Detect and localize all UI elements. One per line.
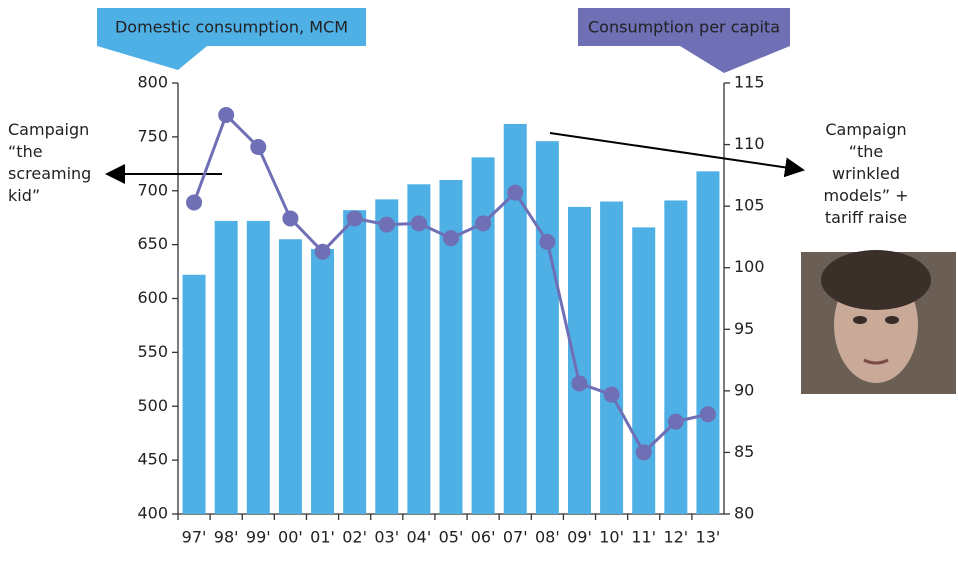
y-tick-label: 750	[137, 126, 168, 145]
x-tick-label: 13'	[696, 528, 721, 547]
line-marker	[443, 230, 459, 247]
annotation-line: kid”	[8, 186, 40, 205]
line-marker	[346, 210, 363, 227]
y-tick-label: 450	[137, 450, 168, 469]
legend-box	[578, 8, 790, 46]
line-marker	[218, 107, 235, 124]
annotation-line: Campaign	[825, 120, 906, 139]
x-tick-label: 06'	[471, 528, 496, 547]
line-marker	[507, 184, 524, 201]
x-tick-label: 10'	[599, 528, 624, 547]
bar	[214, 220, 238, 515]
x-tick-label: 01'	[310, 528, 335, 547]
x-tick-label: 04'	[406, 528, 431, 547]
legend-label: Consumption per capita	[588, 18, 780, 37]
x-tick-label: 98'	[214, 528, 239, 547]
line-marker	[250, 139, 267, 156]
x-tick-label: 12'	[663, 528, 688, 547]
y-tick-label: 700	[137, 180, 168, 199]
bar	[278, 239, 302, 515]
line-marker	[282, 210, 299, 227]
line-marker	[475, 215, 492, 232]
x-tick-label: 99'	[246, 528, 271, 547]
x-tick-label: 08'	[535, 528, 560, 547]
y2-tick-label: 100	[734, 257, 765, 276]
y-tick-label: 650	[137, 234, 168, 253]
y2-tick-label: 90	[734, 380, 754, 399]
bar	[375, 199, 399, 514]
annotation-line: screaming	[8, 164, 91, 183]
line-marker	[699, 406, 716, 423]
y-tick-label: 800	[137, 73, 168, 92]
x-tick-label: 09'	[567, 528, 592, 547]
y-tick-label: 550	[137, 342, 168, 361]
bar	[343, 210, 367, 514]
annotation-arrow	[549, 132, 805, 178]
x-tick-label: 00'	[278, 528, 303, 547]
bar	[246, 220, 270, 515]
line-marker	[314, 243, 331, 260]
annotation: Campaign “the wrinkled models” + tariff rais…	[824, 120, 909, 227]
photo	[801, 250, 956, 394]
annotation-line: tariff raise	[825, 208, 907, 227]
annotation-line: Campaign	[8, 120, 89, 139]
y2-tick-label: 80	[734, 504, 754, 523]
line-marker	[378, 216, 395, 233]
bar	[439, 179, 463, 514]
y-tick-label: 600	[137, 288, 168, 307]
y2-tick-label: 115	[734, 73, 765, 92]
bar	[632, 227, 656, 514]
annotation-line: “the	[849, 142, 884, 161]
line-marker	[571, 375, 588, 392]
bar	[407, 184, 431, 514]
line-marker	[410, 215, 427, 232]
x-tick-label: 05'	[439, 528, 464, 547]
x-tick-label: 11'	[631, 528, 656, 547]
legend-label: Domestic consumption, MCM	[115, 18, 348, 37]
line-marker	[186, 194, 203, 211]
bar	[503, 123, 527, 514]
annotation-line: wrinkled	[832, 164, 900, 183]
annotation-line: models” +	[824, 186, 909, 205]
bar	[567, 206, 591, 514]
y-tick-label: 400	[137, 504, 168, 523]
legend-box	[97, 8, 366, 46]
x-tick-label: 03'	[374, 528, 399, 547]
bar	[182, 274, 206, 514]
line-marker	[635, 444, 652, 461]
y2-tick-label: 110	[734, 134, 765, 153]
legend-pointer	[97, 46, 207, 70]
legend-pointer	[680, 46, 790, 73]
y2-tick-label: 95	[734, 319, 754, 338]
x-tick-label: 97'	[182, 528, 207, 547]
bar	[600, 201, 624, 514]
x-tick-label: 07'	[503, 528, 528, 547]
bar	[535, 141, 559, 514]
bar	[311, 248, 335, 514]
line-marker	[539, 233, 556, 250]
bar	[696, 171, 720, 515]
y2-tick-label: 105	[734, 196, 765, 215]
x-tick-label: 02'	[342, 528, 367, 547]
line-marker	[603, 386, 620, 403]
line-marker	[667, 413, 684, 430]
annotation-line: “the	[8, 142, 43, 161]
y-tick-label: 500	[137, 396, 168, 415]
annotation: Campaign “the screaming kid”	[8, 120, 91, 205]
bar	[664, 200, 688, 514]
bar	[471, 157, 495, 514]
y2-tick-label: 85	[734, 442, 754, 461]
